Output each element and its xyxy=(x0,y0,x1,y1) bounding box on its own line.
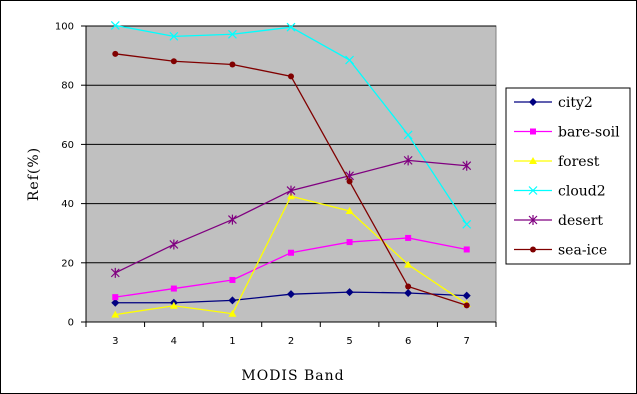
series-bare-soil xyxy=(112,234,470,301)
y-tick-label: 40 xyxy=(61,199,74,210)
x-axis-title: MODIS Band xyxy=(241,368,344,384)
legend-marker xyxy=(530,246,536,253)
x-tick-label: 1 xyxy=(229,336,235,347)
data-point xyxy=(229,61,236,68)
data-point xyxy=(110,267,120,278)
data-point xyxy=(345,55,354,65)
x-tick-label: 4 xyxy=(171,336,177,347)
data-point xyxy=(111,298,120,307)
legend-item: forest xyxy=(514,154,600,170)
data-point xyxy=(111,310,120,318)
legend-marker xyxy=(529,98,537,106)
data-point xyxy=(463,302,470,309)
x-tick-label: 7 xyxy=(464,336,470,347)
legend-item: sea-ice xyxy=(514,243,607,259)
series-cloud2 xyxy=(110,20,472,229)
y-axis-title: Ref(%) xyxy=(26,147,42,201)
series-group xyxy=(110,20,472,318)
data-point xyxy=(345,288,354,297)
data-point xyxy=(405,283,412,290)
data-point xyxy=(228,214,237,225)
data-point xyxy=(462,291,471,300)
data-point xyxy=(169,301,178,309)
legend-item: cloud2 xyxy=(514,184,606,200)
legend-label: bare-soil xyxy=(558,125,620,141)
legend-marker xyxy=(528,186,538,195)
data-point xyxy=(346,239,353,246)
series-desert xyxy=(110,155,472,278)
y-tick-label: 60 xyxy=(61,140,74,151)
data-point xyxy=(462,219,472,229)
data-point xyxy=(346,178,353,185)
y-axis: 0 20 40 60 80 100 xyxy=(55,22,87,329)
data-point xyxy=(110,20,120,30)
data-point xyxy=(228,29,237,39)
data-point xyxy=(228,309,237,317)
legend-label: city2 xyxy=(558,95,593,111)
x-tick-label: 5 xyxy=(346,336,352,347)
gridlines xyxy=(86,25,496,264)
data-point xyxy=(229,276,236,283)
data-point xyxy=(112,50,119,57)
data-point xyxy=(405,234,412,241)
legend-items: city2 bare-soil forest cloud2 desert sea-ice xyxy=(514,95,620,259)
data-point xyxy=(169,31,179,41)
data-point xyxy=(112,294,119,301)
data-point xyxy=(287,290,295,299)
data-point xyxy=(170,285,177,292)
data-point xyxy=(463,246,470,253)
data-point xyxy=(287,192,295,200)
legend-label: cloud2 xyxy=(558,184,606,200)
legend-label: desert xyxy=(558,213,603,229)
series-forest xyxy=(111,192,471,318)
x-axis: 3 4 1 2 5 6 7 xyxy=(85,321,497,347)
y-tick-label: 0 xyxy=(68,318,74,329)
data-point xyxy=(404,288,413,297)
data-point xyxy=(403,130,413,140)
y-tick-label: 80 xyxy=(61,81,74,92)
x-tick-label: 2 xyxy=(288,336,294,347)
legend-marker xyxy=(529,157,537,164)
data-point xyxy=(170,58,177,65)
data-point xyxy=(288,73,294,80)
legend-marker xyxy=(530,128,536,135)
legend-item: bare-soil xyxy=(514,125,620,141)
y-tick-label: 20 xyxy=(61,258,74,269)
legend-item: city2 xyxy=(514,95,593,111)
data-point xyxy=(286,22,296,32)
legend-item: desert xyxy=(514,213,603,229)
data-point xyxy=(403,155,413,166)
data-point xyxy=(404,260,413,268)
x-tick-label: 6 xyxy=(405,336,411,347)
data-point xyxy=(228,296,237,305)
data-point xyxy=(286,185,296,196)
x-tick-label: 3 xyxy=(112,336,118,347)
series-sea-ice xyxy=(112,50,470,309)
data-point xyxy=(169,239,179,250)
data-point xyxy=(345,207,354,214)
legend-marker xyxy=(528,215,538,225)
y-tick-label: 100 xyxy=(55,22,74,33)
legend xyxy=(505,87,631,265)
data-point xyxy=(288,249,294,256)
data-point xyxy=(462,160,472,171)
legend-label: forest xyxy=(558,154,600,170)
legend-label: sea-ice xyxy=(558,243,607,259)
